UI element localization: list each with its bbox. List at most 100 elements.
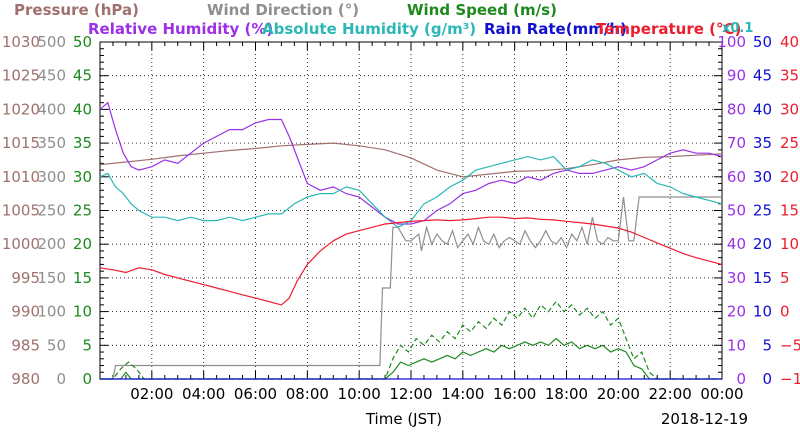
pressure-tick-label: 1000 bbox=[2, 235, 40, 253]
temp-tick-label: 20 bbox=[780, 168, 799, 186]
x-tick-label: 12:00 bbox=[389, 385, 432, 403]
x-tick-label: 04:00 bbox=[182, 385, 225, 403]
legend-absolute-humidity: Absolute Humidity (g/m³) bbox=[262, 20, 476, 38]
wdir-tick-label: 450 bbox=[37, 67, 66, 85]
legend-wind-direction: Wind Direction (°) bbox=[207, 1, 359, 19]
wspd-tick-label: 35 bbox=[73, 134, 92, 152]
x-axis-label: Time (JST) bbox=[365, 410, 442, 428]
wspd-tick-label: 0 bbox=[82, 370, 92, 388]
rh-tick-label: 50 bbox=[727, 202, 746, 220]
legend-relative-humidity: Relative Humidity (%) bbox=[88, 20, 273, 38]
rain-tick-label: 0 bbox=[762, 370, 772, 388]
temperature-axis: 40 35 30 25 20 15 10 5 0 −5 −10 bbox=[780, 33, 800, 388]
temp-tick-label: 40 bbox=[780, 33, 799, 51]
legend-rain-rate: Rain Rate(mm/h) bbox=[484, 20, 627, 38]
pressure-tick-label: 990 bbox=[11, 303, 40, 321]
x-tick-label: 00:00 bbox=[700, 385, 743, 403]
wspd-tick-label: 40 bbox=[73, 100, 92, 118]
pressure-tick-label: 1005 bbox=[2, 202, 40, 220]
x-tick-label: 14:00 bbox=[441, 385, 484, 403]
rain-tick-label: 20 bbox=[753, 235, 772, 253]
temp-tick-label: 10 bbox=[780, 235, 799, 253]
pressure-tick-label: 995 bbox=[11, 269, 40, 287]
wdir-tick-label: 50 bbox=[47, 336, 66, 354]
wdir-tick-label: 300 bbox=[37, 168, 66, 186]
wdir-tick-label: 400 bbox=[37, 100, 66, 118]
x-tick-label: 16:00 bbox=[493, 385, 536, 403]
x-tick-label: 10:00 bbox=[338, 385, 381, 403]
x-axis-ticks: 02:00 04:00 06:00 08:00 10:00 12:00 14:00 16:00… bbox=[130, 385, 743, 403]
wspd-tick-label: 50 bbox=[73, 33, 92, 51]
wdir-tick-label: 100 bbox=[37, 303, 66, 321]
rh-tick-label: 70 bbox=[727, 134, 746, 152]
wspd-tick-label: 10 bbox=[73, 303, 92, 321]
rain-tick-label: 5 bbox=[762, 336, 772, 354]
rain-tick-label: 50 bbox=[753, 33, 772, 51]
pressure-tick-label: 980 bbox=[11, 370, 40, 388]
rain-tick-label: 15 bbox=[753, 269, 772, 287]
x-tick-label: 18:00 bbox=[545, 385, 588, 403]
rain-tick-label: 45 bbox=[753, 67, 772, 85]
wdir-tick-label: 200 bbox=[37, 235, 66, 253]
ah-scale-note: x0.1 bbox=[722, 21, 753, 36]
wdir-tick-label: 250 bbox=[37, 202, 66, 220]
rh-tick-label: 90 bbox=[727, 67, 746, 85]
legend-pressure: Pressure (hPa) bbox=[14, 1, 139, 19]
x-tick-label: 22:00 bbox=[649, 385, 692, 403]
temp-tick-label: 30 bbox=[780, 100, 799, 118]
wgust-series-line bbox=[100, 300, 722, 380]
pressure-series-line bbox=[99, 142, 723, 178]
wdir-tick-label: 0 bbox=[56, 370, 66, 388]
grid bbox=[99, 41, 723, 380]
series-layer bbox=[99, 101, 723, 380]
rh-tick-label: 30 bbox=[727, 269, 746, 287]
pressure-tick-label: 1025 bbox=[2, 67, 40, 85]
rh-tick-label: 20 bbox=[727, 303, 746, 321]
rain-tick-label: 25 bbox=[753, 202, 772, 220]
rain-tick-label: 35 bbox=[753, 134, 772, 152]
rain-tick-label: 30 bbox=[753, 168, 772, 186]
rain-tick-label: 10 bbox=[753, 303, 772, 321]
wspd-tick-label: 15 bbox=[73, 269, 92, 287]
rh-tick-label: 80 bbox=[727, 100, 746, 118]
rh-tick-label: 100 bbox=[717, 33, 746, 51]
pressure-axis: 1030 1025 1020 1015 1010 1005 1000 995 990 985 980 bbox=[2, 33, 40, 388]
wdir-tick-label: 500 bbox=[37, 33, 66, 51]
wspd-tick-label: 20 bbox=[73, 235, 92, 253]
legend-wind-speed: Wind Speed (m/s) bbox=[407, 1, 557, 19]
x-tick-label: 06:00 bbox=[234, 385, 277, 403]
ah-series-line bbox=[99, 155, 723, 229]
pressure-tick-label: 1010 bbox=[2, 168, 40, 186]
x-tick-label: 02:00 bbox=[130, 385, 173, 403]
x-tick-label: 08:00 bbox=[286, 385, 329, 403]
wspd-tick-label: 25 bbox=[73, 202, 92, 220]
pressure-tick-label: 1020 bbox=[2, 100, 40, 118]
rh-tick-label: 40 bbox=[727, 235, 746, 253]
temp-tick-label: 25 bbox=[780, 134, 799, 152]
x-tick-label: 20:00 bbox=[597, 385, 640, 403]
temp-tick-label: 35 bbox=[780, 67, 799, 85]
temp-series-line bbox=[99, 216, 723, 306]
temp-tick-label: 15 bbox=[780, 202, 799, 220]
rain-tick-label: 40 bbox=[753, 100, 772, 118]
wdir-tick-label: 150 bbox=[37, 269, 66, 287]
pressure-tick-label: 985 bbox=[11, 336, 40, 354]
rh-tick-label: 10 bbox=[727, 336, 746, 354]
wspd-tick-label: 5 bbox=[82, 336, 92, 354]
wdir-tick-label: 350 bbox=[37, 134, 66, 152]
temp-tick-label: −10 bbox=[780, 370, 800, 388]
pressure-tick-label: 1015 bbox=[2, 134, 40, 152]
temp-tick-label: 0 bbox=[780, 303, 790, 321]
rh-series-line bbox=[99, 101, 723, 225]
rh-tick-label: 0 bbox=[736, 370, 746, 388]
wspd-series-line bbox=[100, 337, 722, 380]
wspd-tick-label: 30 bbox=[73, 168, 92, 186]
wdir-series-line bbox=[100, 196, 722, 380]
wspd-tick-label: 45 bbox=[73, 67, 92, 85]
legend-temperature: Temperature (°C) bbox=[596, 20, 741, 38]
